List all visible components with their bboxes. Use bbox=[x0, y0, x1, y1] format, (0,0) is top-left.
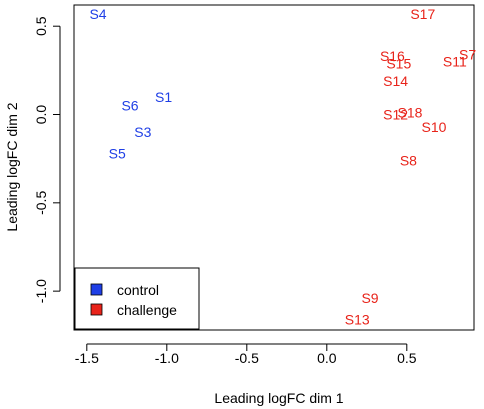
x-axis: -1.5 -1.0 -0.5 0.0 0.5 bbox=[75, 343, 417, 366]
point-label-s9: S9 bbox=[361, 290, 378, 306]
legend-swatch-challenge bbox=[90, 303, 103, 316]
legend-label-control: control bbox=[117, 282, 159, 298]
point-label-s6: S6 bbox=[121, 98, 138, 114]
point-label-s5: S5 bbox=[109, 145, 126, 161]
legend-label-challenge: challenge bbox=[117, 302, 177, 318]
point-label-s16: S16 bbox=[380, 48, 405, 64]
point-label-s15: S15 bbox=[386, 55, 411, 71]
y-axis-title: Leading logFC dim 2 bbox=[4, 102, 20, 231]
x-tick-label: 0.5 bbox=[397, 350, 417, 366]
legend-box bbox=[74, 267, 200, 330]
y-tick-label: -1.0 bbox=[33, 279, 49, 303]
point-label-s4: S4 bbox=[89, 6, 106, 22]
point-label-s18: S18 bbox=[398, 105, 423, 121]
plot-frame bbox=[73, 4, 475, 331]
point-label-s14: S14 bbox=[383, 73, 408, 89]
y-tick-label: 0.5 bbox=[33, 16, 49, 36]
x-tick-label: -1.5 bbox=[75, 350, 99, 366]
x-tick-label: 0.0 bbox=[317, 350, 337, 366]
point-label-s12: S12 bbox=[383, 107, 408, 123]
x-tick-label: -0.5 bbox=[235, 350, 259, 366]
y-tick-label: -0.5 bbox=[33, 191, 49, 215]
legend: control challenge bbox=[74, 267, 200, 330]
point-label-s13: S13 bbox=[345, 311, 370, 327]
point-label-s11: S11 bbox=[443, 54, 467, 70]
legend-swatch-control bbox=[90, 283, 103, 296]
x-tick-label: -1.0 bbox=[155, 350, 179, 366]
point-label-s7: S7 bbox=[459, 46, 476, 62]
y-axis: -1.0 -0.5 0.0 0.5 bbox=[33, 16, 61, 303]
point-label-s8: S8 bbox=[400, 152, 417, 168]
point-label-s10: S10 bbox=[422, 119, 447, 135]
y-tick-label: 0.0 bbox=[33, 105, 49, 125]
point-label-s1: S1 bbox=[155, 89, 172, 105]
point-label-s17: S17 bbox=[410, 6, 435, 22]
point-label-s3: S3 bbox=[134, 124, 151, 140]
x-axis-title: Leading logFC dim 1 bbox=[214, 390, 343, 406]
